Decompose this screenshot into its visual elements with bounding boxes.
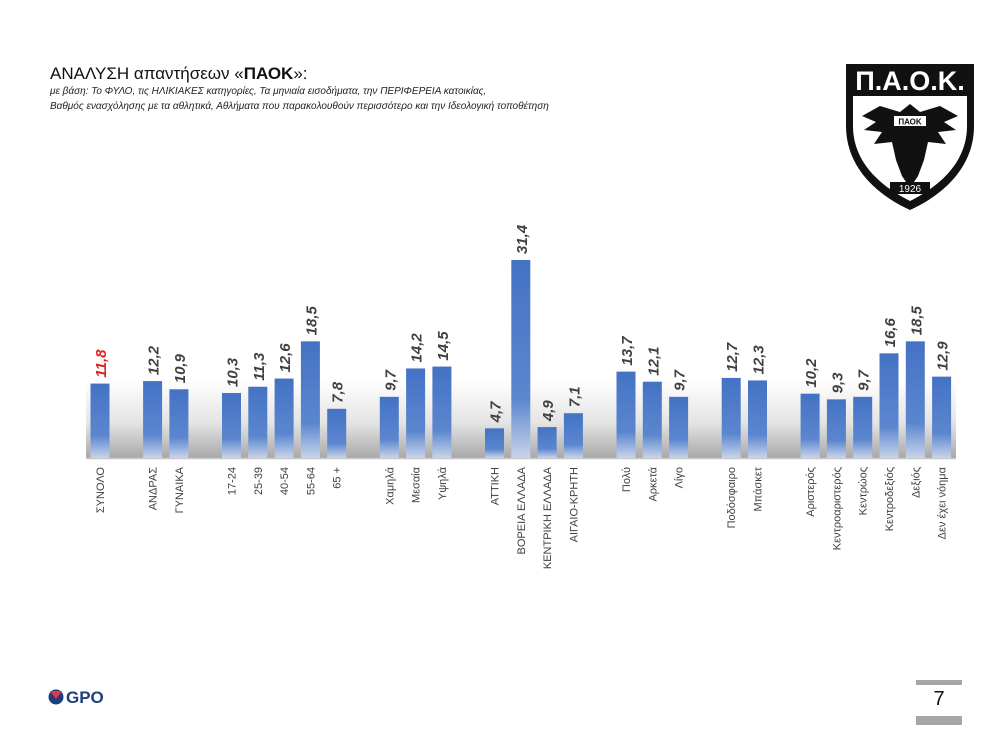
- bar: [800, 393, 820, 458]
- category-label: Κεντρώος: [858, 467, 870, 515]
- category-label: Μεσαία: [411, 466, 423, 503]
- data-label: 10,2: [803, 358, 820, 388]
- bar: [485, 428, 504, 458]
- category-label: Αριστερός: [805, 467, 817, 517]
- svg-text:1926: 1926: [899, 184, 922, 195]
- category-label: Λίγο: [674, 467, 686, 488]
- category-label: Δεξιός: [910, 467, 922, 498]
- svg-text:Π.Α.Ο.Κ.: Π.Α.Ο.Κ.: [855, 66, 965, 96]
- gpo-brand-text: GPO: [66, 688, 104, 706]
- data-label: 9,3: [829, 372, 846, 394]
- title-prefix: ΑΝΑΛΥΣΗ απαντήσεων «: [50, 64, 244, 83]
- svg-text:ΠΑΟΚ: ΠΑΟΚ: [898, 118, 922, 127]
- bar: [537, 427, 557, 458]
- bar: [511, 260, 531, 458]
- bar: [879, 353, 899, 458]
- bar: [669, 396, 689, 458]
- bar: [642, 381, 662, 458]
- bar: [932, 376, 952, 458]
- data-label: 4,9: [540, 400, 557, 423]
- data-label: 7,1: [566, 386, 583, 407]
- data-label: 18,5: [908, 305, 925, 335]
- category-label: Μπάσκετ: [753, 466, 765, 511]
- data-label: 12,3: [751, 345, 768, 375]
- data-label: 12,2: [146, 345, 163, 375]
- bar: [300, 341, 320, 458]
- bar: [616, 371, 636, 458]
- bar: [274, 378, 294, 458]
- category-label: ΑΙΓΑΙΟ-ΚΡΗΤΗ: [568, 467, 580, 542]
- title-suffix: »:: [293, 64, 308, 83]
- data-label: 14,2: [409, 333, 426, 363]
- data-label: 18,5: [303, 305, 320, 335]
- data-label: 12,9: [935, 341, 952, 371]
- category-label: 25-39: [253, 467, 265, 495]
- category-label: ΑΝΔΡΑΣ: [148, 467, 160, 510]
- data-label: 11,3: [251, 352, 268, 381]
- paok-logo: Π.Α.Ο.Κ. ΠΑΟΚ 1926: [846, 64, 974, 210]
- page-number-bar-top: [916, 680, 962, 685]
- category-label: 17-24: [227, 467, 239, 495]
- data-label: 10,3: [225, 357, 242, 387]
- category-label: Υψηλά: [437, 466, 449, 500]
- bar: [248, 386, 268, 458]
- bar: [406, 368, 426, 458]
- category-label: Ποδόσφαιρο: [726, 467, 738, 528]
- category-label: ΣΥΝΟΛΟ: [95, 467, 107, 514]
- bar: [379, 396, 399, 458]
- page-title: ΑΝΑΛΥΣΗ απαντήσεων «ΠΑΟΚ»:: [50, 64, 308, 84]
- category-label: 55-64: [305, 467, 317, 495]
- subtitle-line-1: με βάση: Το ΦΥΛΟ, τις ΗΛΙΚΙΑΚΕΣ κατηγορί…: [50, 86, 487, 97]
- data-label: 12,7: [724, 342, 741, 372]
- data-label: 9,7: [382, 369, 399, 391]
- page-number-bar-bottom: [916, 716, 962, 725]
- bar: [563, 413, 583, 458]
- data-label: 13,7: [619, 336, 636, 366]
- bar: [853, 396, 873, 458]
- title-bold: ΠΑΟΚ: [243, 64, 294, 83]
- bar: [327, 408, 347, 458]
- category-label: Χαμηλά: [384, 466, 396, 504]
- data-label: 7,8: [330, 381, 347, 403]
- page-number: 7: [933, 688, 945, 710]
- data-label: 4,7: [488, 401, 505, 424]
- data-label: 12,6: [277, 343, 294, 373]
- category-label: 40-54: [279, 467, 291, 495]
- category-label: ΓΥΝΑΙΚΑ: [174, 466, 186, 513]
- bar: [432, 366, 452, 458]
- bar: [90, 383, 110, 458]
- category-label: Δεν έχει νόημα: [937, 466, 949, 539]
- category-label: Πολύ: [621, 467, 633, 492]
- data-label: 12,1: [645, 346, 662, 375]
- bar: [748, 380, 767, 458]
- category-label: Κεντροαριστερός: [831, 467, 843, 550]
- category-label: Κεντροδεξιός: [884, 467, 896, 531]
- data-label: 14,5: [435, 331, 452, 361]
- data-label: 9,7: [672, 369, 689, 391]
- category-label: 65 +: [332, 467, 344, 489]
- bar: [169, 389, 189, 458]
- category-label: ΑΤΤΙΚΗ: [490, 467, 502, 505]
- data-label: 31,4: [514, 224, 531, 254]
- category-label: ΚΕΝΤΡΙΚΗ ΕΛΛΑΔΑ: [542, 466, 554, 569]
- category-label: Αρκετά: [647, 466, 659, 501]
- bar: [826, 399, 846, 458]
- bar: [143, 381, 163, 458]
- subtitle-line-2: Βαθμός ενασχόλησης με τα αθλητικά, Αθλήμ…: [50, 101, 549, 112]
- category-label: ΒΟΡΕΙΑ ΕΛΛΑΔΑ: [516, 466, 528, 554]
- bar: [905, 341, 925, 458]
- data-label: 9,7: [856, 369, 873, 391]
- gpo-logo: GPO: [48, 688, 158, 711]
- data-label: 10,9: [172, 353, 189, 383]
- data-label: 16,6: [882, 317, 899, 347]
- bar: [721, 377, 741, 458]
- bar: [222, 393, 241, 458]
- data-label: 11,8: [93, 349, 110, 378]
